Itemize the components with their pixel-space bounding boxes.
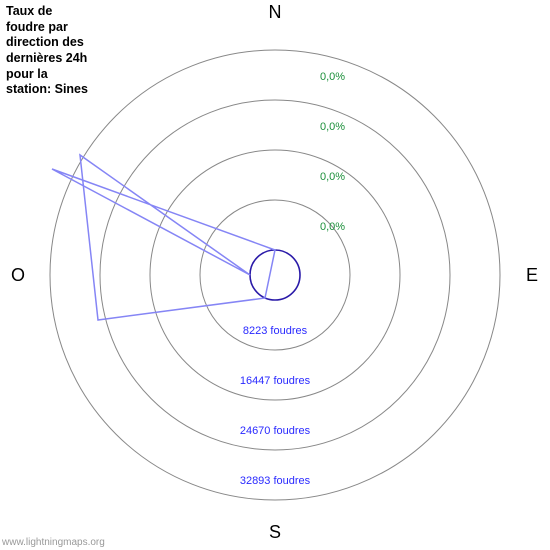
count-labels: 8223 foudres 16447 foudres 24670 foudres 32… <box>240 325 311 487</box>
cardinal-label: S <box>269 522 281 542</box>
count-label: 16447 foudres <box>240 375 311 387</box>
pct-label: 0,0% <box>320 121 345 133</box>
pct-labels: 0,0% 0,0% 0,0% 0,0% <box>320 71 345 233</box>
chart-title: Taux defoudre pardirection desdernières … <box>6 4 116 98</box>
rose-path-group <box>52 155 275 320</box>
pct-label: 0,0% <box>320 71 345 83</box>
count-label: 8223 foudres <box>243 325 308 337</box>
credit-text: www.lightningmaps.org <box>2 537 105 548</box>
pct-label: 0,0% <box>320 171 345 183</box>
cardinal-label: N <box>269 2 282 22</box>
pct-label: 0,0% <box>320 221 345 233</box>
cardinal-label: E <box>526 265 538 285</box>
count-label: 32893 foudres <box>240 475 311 487</box>
cardinal-label: O <box>11 265 25 285</box>
count-label: 24670 foudres <box>240 425 311 437</box>
